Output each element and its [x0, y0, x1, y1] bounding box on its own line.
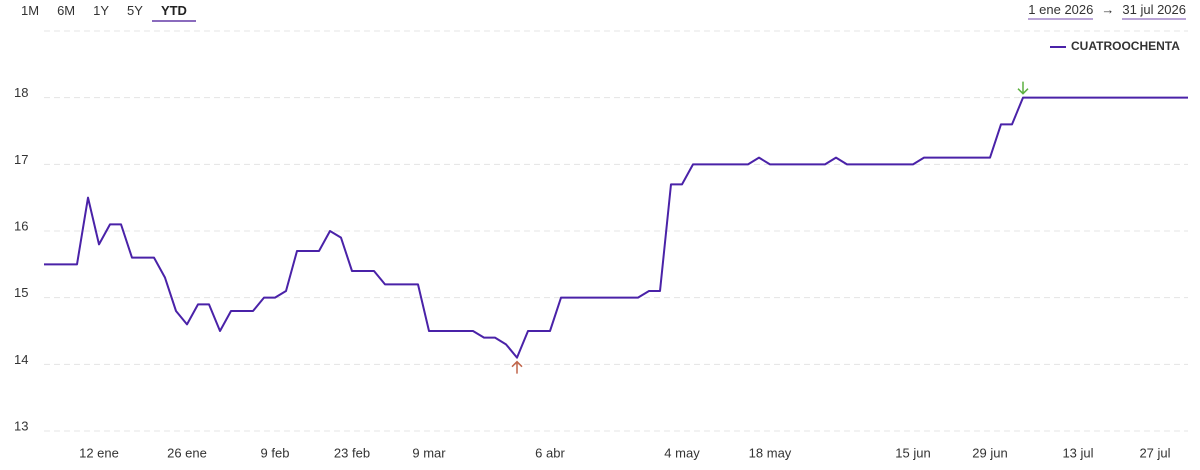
legend-label: CUATROOCHENTA [1071, 39, 1180, 53]
x-tick-label: 23 feb [334, 445, 370, 460]
range-button[interactable]: 5Y [127, 3, 143, 18]
date-to[interactable]: 31 jul 2026 [1122, 2, 1186, 20]
y-tick-label: 17 [14, 152, 28, 167]
date-range: 1 ene 2026 → 31 jul 2026 [1028, 2, 1186, 20]
x-tick-label: 18 may [749, 445, 792, 460]
x-tick-label: 15 jun [895, 445, 930, 460]
x-tick-label: 12 ene [79, 445, 119, 460]
series-line [44, 96, 1188, 359]
range-button[interactable]: 1M [21, 3, 40, 18]
y-tick-label: 13 [14, 418, 28, 433]
y-tick-label: 15 [14, 285, 28, 300]
x-tick-label: 13 jul [1062, 445, 1093, 460]
min-marker [511, 360, 523, 374]
y-tick-label: 14 [14, 352, 28, 367]
range-button[interactable]: YTD [151, 2, 196, 22]
x-tick-label: 9 feb [261, 445, 290, 460]
range-toolbar: 1M 6M 1Y 5Y YTD [12, 2, 196, 22]
x-tick-label: 4 may [664, 445, 700, 460]
x-tick-label: 9 mar [412, 445, 446, 460]
range-button[interactable]: 1Y [93, 3, 110, 18]
y-tick-label: 16 [14, 218, 28, 233]
y-tick-label: 18 [14, 85, 28, 100]
max-marker [1017, 81, 1029, 95]
date-from[interactable]: 1 ene 2026 [1028, 2, 1094, 20]
x-tick-label: 26 ene [167, 445, 207, 460]
date-separator: → [1101, 2, 1115, 17]
x-tick-label: 29 jun [972, 445, 1007, 460]
x-tick-label: 6 abr [535, 445, 565, 460]
x-tick-label: 27 jul [1139, 445, 1170, 460]
range-button[interactable]: 6M [57, 3, 76, 18]
